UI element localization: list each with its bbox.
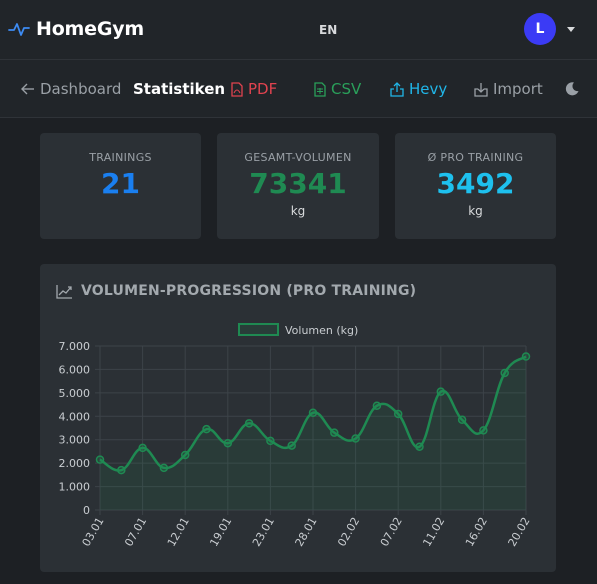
- upload-icon: [390, 81, 404, 97]
- export-pdf-button[interactable]: PDF: [231, 79, 277, 99]
- export-csv-label: CSV: [331, 80, 362, 98]
- data-point: [95, 455, 105, 464]
- stat-average-label: Ø PRO TRAINING: [427, 151, 524, 164]
- nav-statistiken-tab[interactable]: Statistiken: [133, 79, 225, 99]
- file-csv-icon: [314, 81, 326, 97]
- top-navbar: HomeGym EN L: [0, 0, 597, 60]
- x-tick-label: 03.01: [80, 515, 107, 549]
- volume-chart-card: VOLUMEN-PROGRESSION (PRO TRAINING) 0 1.00…: [40, 264, 556, 572]
- sub-navbar: Dashboard Statistiken PDF CSV Hevy: [0, 60, 597, 118]
- language-switch[interactable]: EN: [319, 23, 338, 37]
- arrow-left-icon: [21, 83, 34, 95]
- series-line: [99, 355, 527, 472]
- data-point: [330, 428, 339, 437]
- avatar[interactable]: L: [524, 13, 556, 45]
- chart-title-text: VOLUMEN-PROGRESSION (PRO TRAINING): [81, 283, 417, 299]
- hevy-export-button[interactable]: Hevy: [390, 79, 447, 99]
- stat-volume-value: 73341: [249, 167, 347, 200]
- data-point: [308, 408, 318, 418]
- chevron-down-icon[interactable]: [567, 27, 575, 32]
- moon-icon: [565, 82, 579, 96]
- stat-card-average: Ø PRO TRAINING 3492 kg: [395, 133, 556, 239]
- import-label: Import: [493, 80, 543, 98]
- brand[interactable]: HomeGym: [8, 18, 144, 40]
- y-tick-label: 0: [83, 504, 90, 517]
- x-tick-label: 20.02: [506, 515, 533, 549]
- data-point: [415, 442, 424, 451]
- y-tick-label: 5.000: [59, 387, 91, 400]
- x-tick-label: 02.02: [335, 515, 362, 549]
- x-tick-label: 16.02: [463, 515, 490, 549]
- x-tick-label: 11.02: [420, 515, 447, 549]
- data-point: [244, 419, 254, 428]
- data-point: [180, 450, 190, 460]
- y-tick-label: 4.000: [59, 410, 91, 423]
- y-tick-label: 2.000: [59, 457, 91, 470]
- x-tick-label: 12.01: [165, 515, 192, 549]
- theme-toggle-button[interactable]: [564, 79, 585, 99]
- stat-average-unit: kg: [468, 204, 483, 218]
- y-tick-label: 6.000: [59, 363, 91, 376]
- nav-statistiken-label: Statistiken: [133, 80, 226, 98]
- legend-label: Volumen (kg): [285, 324, 358, 337]
- x-tick-label: 07.01: [122, 515, 149, 549]
- data-point: [202, 424, 211, 434]
- volume-line-chart: 0 1.000 2.000 3.000 4.000 5.000 6.000 7.000 03.0…: [59, 323, 533, 549]
- data-point: [436, 387, 446, 396]
- data-point: [138, 443, 147, 453]
- data-point: [117, 465, 126, 475]
- brand-name: HomeGym: [36, 18, 145, 40]
- nav-dashboard-link[interactable]: Dashboard: [20, 79, 121, 99]
- x-tick-label: 28.01: [293, 515, 320, 549]
- data-point: [393, 409, 403, 419]
- data-point: [159, 463, 169, 473]
- stat-volume-label: GESAMT-VOLUMEN: [244, 151, 352, 164]
- data-point: [372, 401, 382, 410]
- hevy-export-label: Hevy: [409, 80, 448, 98]
- data-point: [457, 415, 467, 425]
- download-icon: [474, 82, 488, 97]
- legend-swatch: [238, 323, 279, 336]
- export-csv-button[interactable]: CSV: [314, 79, 361, 99]
- x-tick-label: 23.01: [250, 515, 277, 549]
- data-point: [223, 438, 233, 448]
- nav-dashboard-label: Dashboard: [40, 80, 122, 98]
- data-point: [521, 352, 531, 361]
- x-tick-label: 07.02: [378, 515, 405, 549]
- stat-volume-unit: kg: [290, 204, 306, 218]
- data-point: [351, 434, 360, 443]
- y-tick-label: 7.000: [59, 340, 91, 353]
- data-point: [266, 436, 275, 446]
- import-button[interactable]: Import: [474, 79, 543, 99]
- data-point: [287, 441, 296, 450]
- chart-line-icon: [56, 284, 72, 299]
- stat-trainings-label: TRAININGS: [89, 151, 152, 164]
- file-pdf-icon: [231, 81, 243, 97]
- y-tick-label: 1.000: [59, 481, 91, 494]
- y-tick-label: 3.000: [59, 434, 91, 447]
- data-point: [500, 368, 509, 378]
- series-area: [100, 356, 526, 510]
- x-tick-label: 19.01: [207, 515, 234, 549]
- stat-card-volume: GESAMT-VOLUMEN 73341 kg: [217, 133, 379, 239]
- data-point: [479, 426, 488, 435]
- stat-card-trainings: TRAININGS 21: [40, 133, 201, 239]
- stat-average-value: 3492: [436, 167, 515, 200]
- export-pdf-label: PDF: [248, 80, 278, 98]
- chart-title: VOLUMEN-PROGRESSION (PRO TRAINING): [56, 283, 416, 299]
- pulse-icon: [8, 23, 30, 36]
- stat-trainings-value: 21: [101, 167, 140, 200]
